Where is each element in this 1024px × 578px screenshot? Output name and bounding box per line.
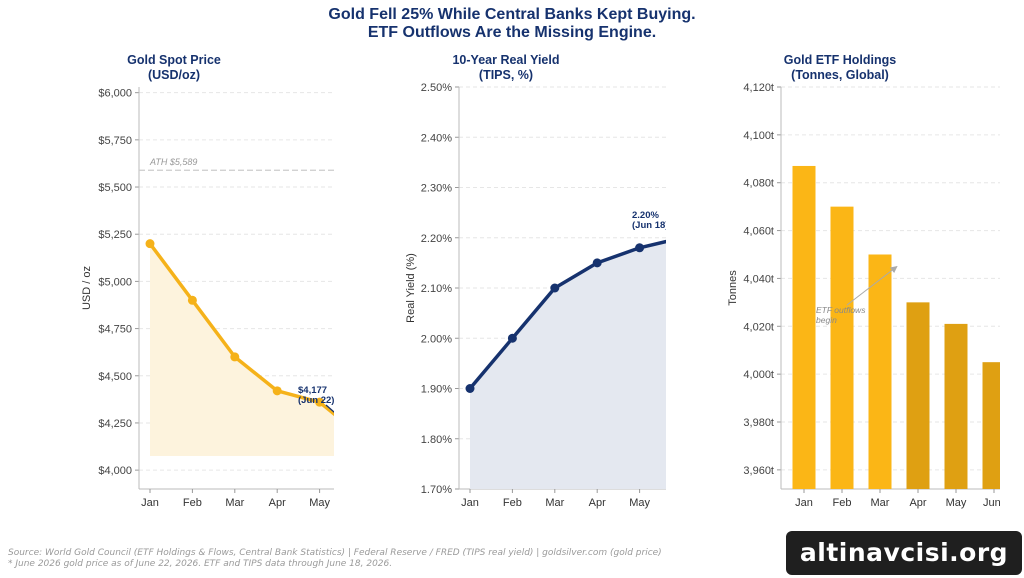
data-point (465, 384, 475, 393)
gold-price-panel: Gold Spot Price (USD/oz) $4,000 $4,250 $4,… (14, 52, 334, 522)
data-point (272, 386, 282, 396)
x-tick-label: Feb (183, 497, 202, 509)
etf-holdings-title-line-2: (Tonnes, Global) (791, 68, 889, 82)
real-yield-panel: 10-Year Real Yield (TIPS, %) 1.70% 1.80% 1… (346, 52, 666, 522)
main-title-line-1: Gold Fell 25% While Central Banks Kept B… (328, 6, 696, 23)
x-tick-label: Jun* (983, 497, 1000, 509)
gold-price-title-line-2: (USD/oz) (147, 68, 201, 82)
x-tick-label: May (309, 497, 330, 509)
y-tick-label: 2.40% (421, 132, 452, 144)
source-note: Source: World Gold Council (ETF Holdings… (8, 548, 662, 570)
y-tick-label: 1.70% (421, 484, 452, 496)
y-tick-label: 1.90% (421, 384, 452, 396)
x-tick-label: Jan (461, 497, 479, 509)
y-tick-label: 2.30% (421, 183, 452, 195)
area-fill (470, 241, 666, 489)
y-tick-label: $5,750 (98, 135, 132, 147)
annotation-arrow (846, 266, 898, 306)
y-tick-label: 3,960t (743, 465, 774, 477)
area-fill (150, 243, 334, 456)
y-tick-label: 4,060t (743, 226, 774, 238)
y-tick-label: $5,000 (98, 276, 132, 288)
x-tick-label: May (946, 497, 967, 509)
real-yield-title-line-1: 10-Year Real Yield (452, 53, 560, 67)
x-tick-label: Mar (871, 497, 890, 509)
annotation-arrow (325, 404, 334, 413)
x-tick-label: Jan (141, 497, 159, 509)
y-tick-label: 1.80% (421, 434, 452, 446)
main-title: Gold Fell 25% While Central Banks Kept B… (0, 6, 1024, 42)
source-line-1: Source: World Gold Council (ETF Holdings… (8, 548, 662, 558)
y-tick-label: 2.20% (421, 233, 452, 245)
data-point (592, 258, 602, 268)
y-tick-label: 4,020t (743, 321, 774, 333)
y-tick-label: 4,040t (743, 273, 774, 285)
y-tick-label: $4,500 (98, 371, 132, 383)
annotation-value: 2.20% (632, 210, 659, 221)
bar (830, 206, 854, 489)
y-axis-label: USD / oz (81, 266, 93, 310)
real-yield-chart: 1.70% 1.80% 1.90% 2.00% 2.10% 2.20% 2.30% 2.40%… (405, 82, 666, 509)
x-tick-label: May (629, 497, 650, 509)
x-tick-label: Apr (589, 497, 606, 509)
bar (944, 323, 968, 489)
y-tick-label: 4,120t (743, 82, 774, 94)
etf-holdings-chart: 3,960t 3,980t 4,000t 4,020t 4,040t 4,060t 4,08… (727, 82, 1000, 509)
y-tick-label: 3,980t (743, 417, 774, 429)
y-tick-label: 4,080t (743, 178, 774, 190)
main-title-line-2: ETF Outflows Are the Missing Engine. (367, 24, 657, 41)
annotation-text-line-1: ETF outflows (816, 305, 866, 315)
gold-price-chart: $4,000 $4,250 $4,500 $4,750 $5,000 $5,250 $5,5… (81, 87, 334, 509)
real-yield-title-line-2: (TIPS, %) (478, 68, 534, 82)
annotation-date: (Jun 18) (632, 220, 666, 231)
etf-holdings-panel-title: Gold ETF Holdings (Tonnes, Global) (680, 53, 1000, 83)
series-line (468, 239, 666, 391)
data-point (635, 243, 645, 253)
gold-price-panel-title: Gold Spot Price (USD/oz) (14, 53, 334, 83)
bar (792, 165, 816, 489)
bar (868, 254, 892, 489)
gold-price-title-line-1: Gold Spot Price (127, 53, 221, 67)
x-tick-label: Jan (795, 497, 813, 509)
ath-reference-label: ATH $5,589 (149, 157, 197, 167)
y-tick-label: $5,250 (98, 229, 132, 241)
x-tick-label: Apr (909, 497, 926, 509)
bar (982, 362, 1000, 489)
y-tick-label: 4,100t (743, 130, 774, 142)
y-tick-label: 2.00% (421, 333, 452, 345)
data-point (145, 239, 155, 249)
data-point (507, 333, 517, 343)
etf-holdings-panel: Gold ETF Holdings (Tonnes, Global) 3,960… (680, 52, 1000, 522)
y-axis-label: Real Yield (%) (405, 253, 417, 323)
y-tick-label: $4,750 (98, 324, 132, 336)
source-line-2: * June 2026 gold price as of June 22, 20… (8, 559, 393, 569)
annotation-text-line-2: begin (816, 315, 837, 325)
y-tick-label: $6,000 (98, 88, 132, 100)
y-tick-label: 4,000t (743, 369, 774, 381)
y-tick-label: $4,000 (98, 465, 132, 477)
data-point (230, 352, 240, 362)
etf-holdings-title-line-1: Gold ETF Holdings (783, 53, 897, 67)
x-tick-label: Feb (833, 497, 852, 509)
real-yield-panel-title: 10-Year Real Yield (TIPS, %) (346, 53, 666, 83)
y-tick-label: $5,500 (98, 182, 132, 194)
y-tick-label: 2.10% (421, 283, 452, 295)
data-point (315, 397, 325, 407)
annotation-value: $4,177 (298, 385, 327, 396)
data-point (187, 295, 197, 305)
annotation-date: (Jun 22) (298, 395, 334, 406)
series-line (148, 241, 334, 417)
data-point (550, 283, 560, 293)
y-axis-label: Tonnes (727, 270, 739, 306)
x-tick-label: Mar (225, 497, 244, 509)
x-tick-label: Apr (269, 497, 286, 509)
x-tick-label: Mar (545, 497, 564, 509)
x-tick-label: Feb (503, 497, 522, 509)
y-tick-label: 2.50% (421, 82, 452, 94)
bar (906, 302, 930, 489)
watermark-logo: altinavcisi.org (786, 531, 1022, 575)
y-tick-label: $4,250 (98, 418, 132, 430)
